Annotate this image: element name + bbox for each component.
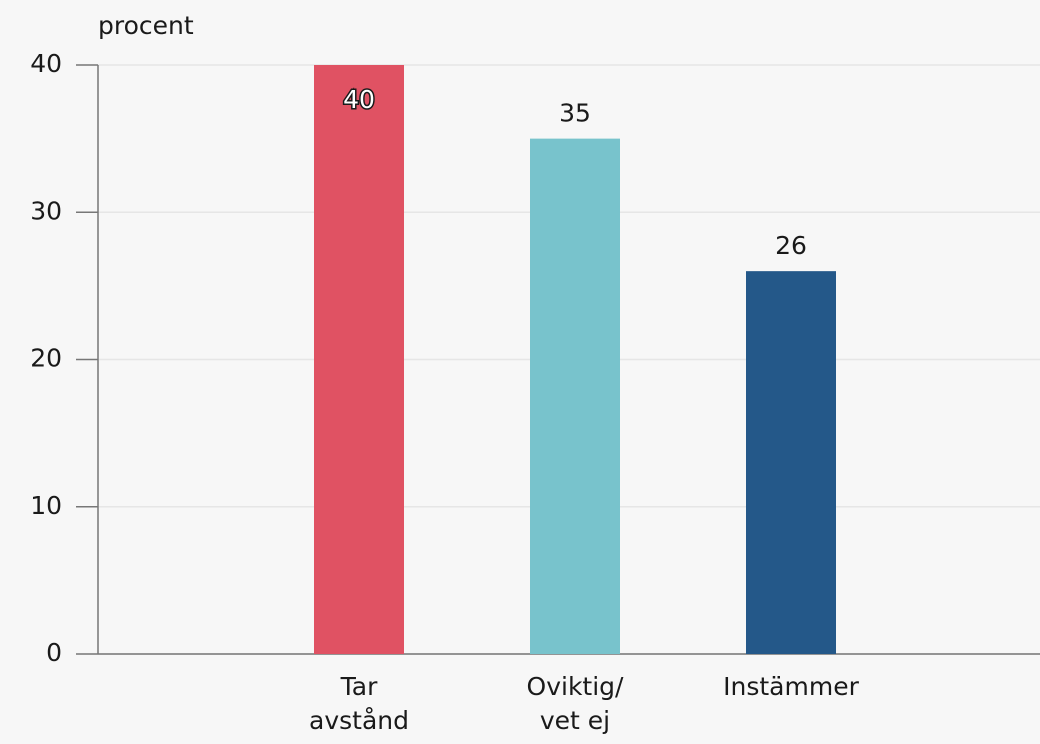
y-tick-label: 20 xyxy=(30,344,62,373)
bar xyxy=(746,271,836,654)
y-tick-label: 0 xyxy=(46,638,62,667)
value-label: 26 xyxy=(775,231,807,260)
y-axis-label: procent xyxy=(98,11,194,40)
value-label: 35 xyxy=(559,99,591,128)
bar xyxy=(314,65,404,654)
y-tick-label: 30 xyxy=(30,196,62,225)
x-tick-label: Instämmer xyxy=(723,672,859,701)
x-tick-label: Oviktig/ vet ej xyxy=(526,672,624,735)
y-tick-label: 10 xyxy=(30,491,62,520)
x-tick-label: Tar avstånd xyxy=(309,672,409,735)
y-tick-label: 40 xyxy=(30,49,62,78)
bar xyxy=(530,138,620,654)
value-label: 40 xyxy=(343,85,375,114)
